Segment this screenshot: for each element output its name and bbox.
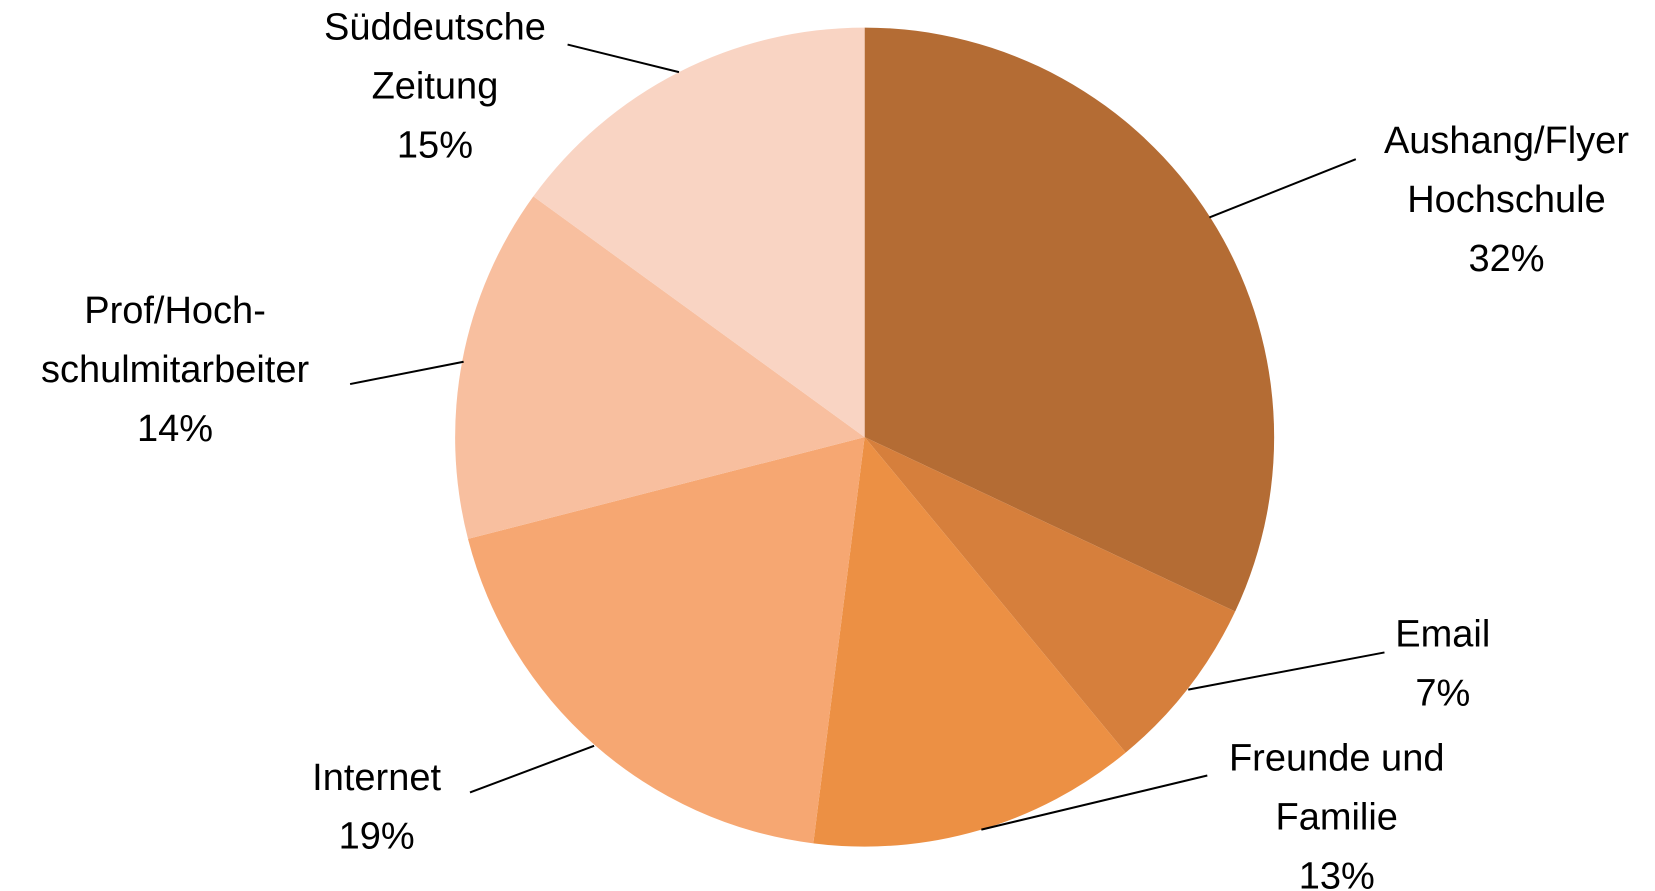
slice-label: Prof/Hoch-schulmitarbeiter — [41, 290, 310, 391]
label-line: Hochschule — [1407, 179, 1606, 221]
pie-slice — [864, 27, 1275, 612]
leader-line — [1188, 651, 1385, 691]
value-label: 19% — [339, 816, 415, 858]
leader-line — [981, 774, 1208, 831]
pie-slice — [533, 27, 865, 438]
slice-label: Freunde und Familie — [1229, 738, 1445, 839]
label-line: schulmitarbeiter — [41, 349, 310, 391]
leader-line — [567, 43, 680, 74]
value-label: 32% — [1468, 238, 1544, 280]
pie-slice — [467, 437, 865, 844]
label-line: Freunde und — [1229, 738, 1445, 780]
pie-slice — [813, 437, 1126, 847]
label-line: Internet — [312, 757, 441, 799]
label-line: Zeitung — [372, 66, 499, 108]
label-line: Prof/Hoch- — [84, 290, 266, 332]
pie-slice — [455, 196, 865, 539]
value-label: 14% — [137, 408, 213, 450]
leader-line — [349, 360, 464, 386]
label-line: Aushang/Flyer — [1384, 120, 1629, 162]
slice-label: Internet — [312, 757, 441, 799]
leader-line — [1209, 158, 1357, 219]
slice-label: Süddeutsche Zeitung — [324, 7, 546, 108]
pie-slice — [864, 437, 1236, 753]
slice-label: Email — [1395, 614, 1490, 656]
label-line: Email — [1395, 614, 1490, 656]
label-line: Süddeutsche — [324, 7, 546, 49]
leader-line — [469, 744, 595, 794]
value-label: 13% — [1299, 855, 1375, 891]
value-label: 7% — [1415, 672, 1470, 714]
slice-label: Aushang/Flyer Hochschule — [1384, 120, 1629, 221]
label-line: Familie — [1275, 797, 1397, 839]
value-label: 15% — [397, 124, 473, 166]
